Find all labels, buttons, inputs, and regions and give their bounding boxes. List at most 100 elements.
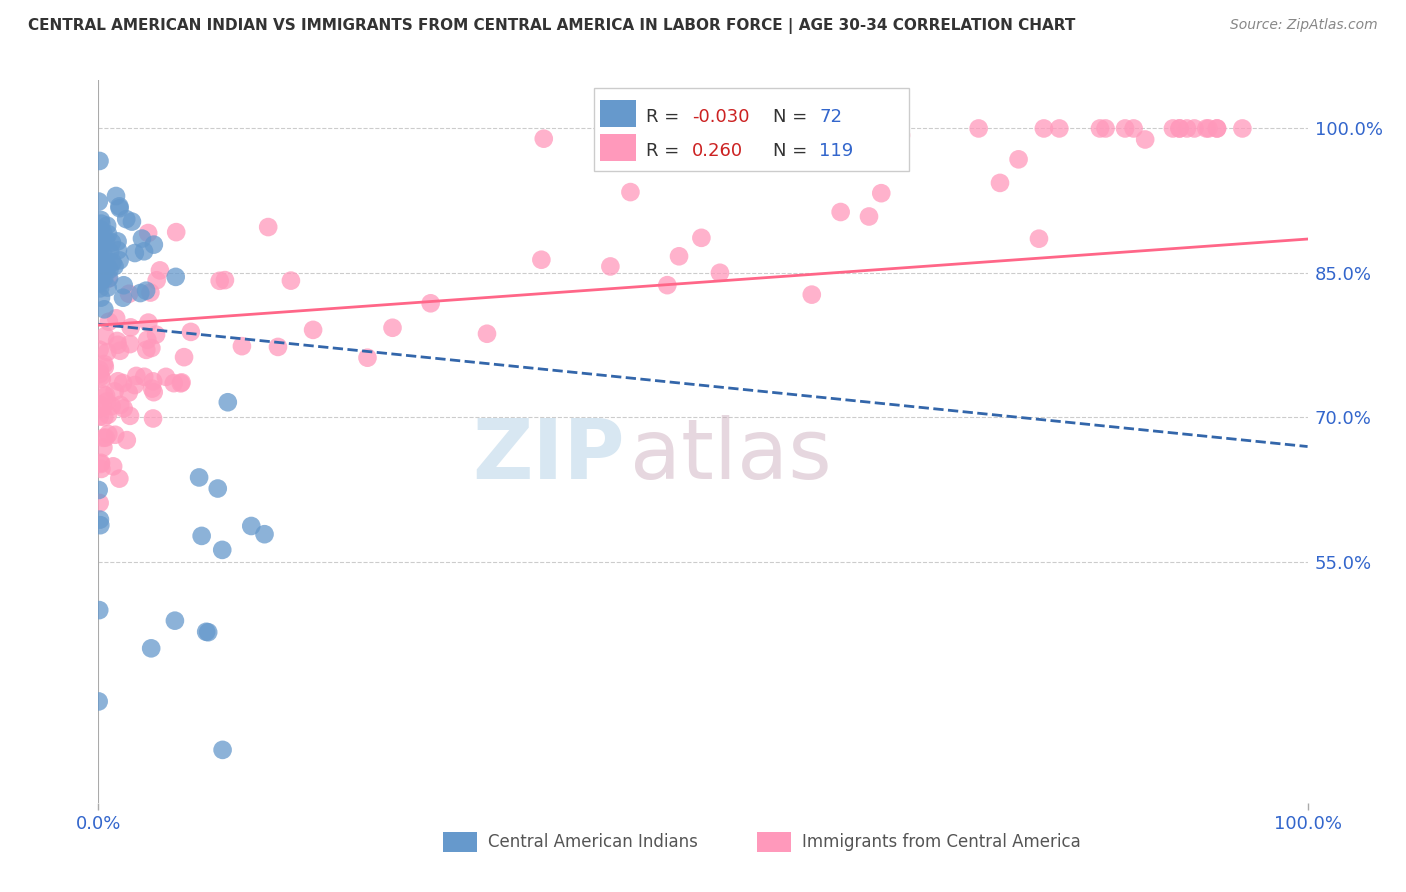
Point (1007, 153, 1029, 167)
Point (96, 219, 118, 233)
Point (142, 411, 165, 425)
Point (89, 409, 111, 424)
Point (188, 470, 211, 484)
Point (90, 372, 112, 386)
Point (89, 397, 111, 411)
Point (129, 286, 152, 301)
Point (870, 186, 893, 201)
Point (87, 231, 110, 245)
Point (1182, 121, 1205, 136)
Point (87, 264, 110, 278)
Point (105, 311, 128, 326)
Point (679, 121, 702, 136)
Point (381, 320, 404, 334)
Point (142, 385, 165, 400)
Point (141, 341, 163, 355)
Point (104, 427, 127, 442)
Point (89, 343, 111, 357)
Text: 119: 119 (820, 142, 853, 160)
Point (217, 395, 239, 409)
Point (1195, 121, 1218, 136)
Point (135, 343, 157, 357)
Point (136, 316, 159, 330)
Point (163, 614, 186, 628)
Point (208, 274, 231, 288)
Point (93, 441, 115, 455)
Point (136, 333, 159, 347)
Point (103, 260, 125, 274)
Point (165, 269, 187, 284)
Text: CENTRAL AMERICAN INDIAN VS IMMIGRANTS FROM CENTRAL AMERICA IN LABOR FORCE | AGE : CENTRAL AMERICAN INDIAN VS IMMIGRANTS FR… (28, 18, 1076, 34)
Point (90, 222, 112, 236)
Point (107, 338, 129, 352)
Point (111, 291, 134, 305)
Point (108, 343, 131, 358)
Point (280, 274, 302, 288)
Point (96, 345, 118, 359)
Text: Source: ZipAtlas.com: Source: ZipAtlas.com (1230, 18, 1378, 32)
Point (134, 369, 156, 384)
Text: Central American Indians: Central American Indians (488, 833, 697, 851)
Text: -0.030: -0.030 (692, 108, 749, 126)
Point (257, 220, 280, 235)
Point (101, 459, 124, 474)
Point (90, 369, 112, 384)
Point (190, 529, 212, 543)
Point (96, 257, 118, 271)
Text: R =: R = (647, 142, 685, 160)
Point (1088, 121, 1111, 136)
Point (111, 376, 134, 390)
Point (108, 253, 131, 268)
Point (91, 431, 114, 445)
Point (1122, 121, 1144, 136)
Text: atlas: atlas (630, 416, 832, 497)
Text: 0.260: 0.260 (692, 142, 744, 160)
Point (110, 398, 132, 412)
Point (533, 131, 555, 145)
FancyBboxPatch shape (443, 831, 477, 852)
Point (89, 277, 111, 291)
Point (108, 472, 131, 486)
Point (170, 376, 193, 391)
Point (142, 375, 165, 389)
Point (93, 387, 115, 401)
Point (97, 315, 120, 329)
Point (98, 271, 121, 285)
Point (173, 350, 195, 364)
Point (1094, 121, 1116, 136)
Point (93, 247, 115, 261)
Point (89, 518, 111, 533)
Point (195, 624, 218, 639)
Point (142, 237, 165, 252)
Point (1175, 121, 1198, 136)
Point (97, 427, 120, 442)
Point (94, 261, 117, 276)
Point (124, 378, 146, 392)
Point (108, 201, 131, 215)
Point (709, 266, 731, 280)
Point (124, 246, 146, 260)
Point (96, 394, 118, 409)
Point (419, 296, 441, 310)
Point (104, 384, 127, 399)
Point (94, 329, 117, 343)
Point (89, 281, 111, 295)
Point (180, 325, 202, 339)
Point (91, 226, 114, 240)
Point (107, 235, 129, 249)
Point (91, 401, 114, 415)
Point (830, 205, 852, 219)
Point (105, 189, 128, 203)
Point (145, 327, 167, 342)
Point (890, 128, 912, 143)
Point (155, 369, 177, 384)
Point (90, 217, 112, 231)
Point (599, 260, 621, 274)
Point (165, 225, 187, 239)
Point (1168, 121, 1191, 136)
Point (967, 121, 990, 136)
Point (827, 121, 849, 136)
Point (145, 273, 167, 287)
Point (90, 213, 112, 227)
Point (105, 334, 128, 348)
